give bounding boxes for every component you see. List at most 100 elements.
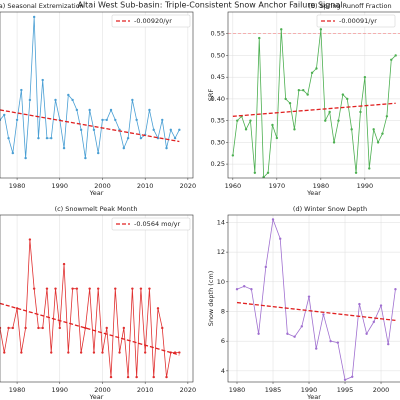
data-point: [122, 326, 126, 330]
x-axis-label: Year: [89, 393, 104, 400]
legend-label: -0.00091/yr: [339, 17, 377, 25]
data-point: [126, 375, 130, 379]
data-point: [372, 320, 376, 324]
data-point: [143, 351, 147, 354]
data-point: [126, 136, 130, 140]
data-point: [365, 332, 368, 335]
data-point: [131, 98, 134, 102]
plot-frame: [227, 214, 400, 383]
data-point: [300, 325, 304, 328]
x-axis-label: Year: [306, 393, 321, 400]
data-point: [169, 128, 172, 132]
figure-title: Altai West Sub-basin: Triple-Consistent …: [77, 1, 342, 10]
data-point: [235, 288, 239, 291]
data-point: [114, 287, 117, 290]
data-point: [79, 128, 83, 132]
trend-line: [236, 301, 396, 322]
data-point: [67, 93, 70, 97]
data-point: [62, 146, 66, 150]
data-point: [250, 288, 253, 291]
data-point: [45, 136, 49, 140]
data-point: [50, 136, 53, 140]
legend-box: [316, 14, 396, 28]
data-point: [20, 351, 23, 354]
legend-box: [111, 14, 191, 28]
data-point: [257, 332, 260, 335]
data-point: [118, 351, 121, 354]
data-point: [45, 287, 49, 290]
y-tick-label: 0.40: [211, 95, 225, 103]
data-point: [131, 287, 134, 290]
data-point: [244, 128, 248, 131]
data-point: [11, 151, 15, 155]
y-axis-label: SRF: [207, 89, 215, 102]
data-point: [54, 98, 57, 102]
data-point: [341, 93, 345, 96]
data-point: [319, 28, 323, 31]
data-point: [329, 339, 332, 343]
data-point: [148, 108, 151, 112]
data-point: [302, 89, 305, 92]
y-tick-label: 0.30: [211, 138, 225, 146]
data-point: [62, 262, 66, 266]
data-point: [15, 118, 19, 122]
data-point: [271, 123, 274, 127]
data-point: [152, 128, 155, 132]
data-point: [50, 351, 53, 354]
data-point: [249, 119, 252, 122]
series-line: [232, 29, 396, 178]
data-point: [97, 151, 100, 155]
x-tick-label: 1980: [9, 182, 26, 190]
data-point: [288, 102, 292, 105]
data-point: [41, 78, 44, 82]
data-point: [293, 335, 296, 338]
data-point: [11, 326, 15, 330]
data-point: [97, 287, 100, 290]
data-point: [385, 115, 389, 118]
data-point: [346, 97, 349, 101]
y-axis-label: Snow depth (cm): [207, 271, 215, 327]
data-point: [350, 128, 353, 131]
data-point: [394, 288, 397, 291]
x-tick-label: 2010: [137, 182, 154, 190]
data-point: [148, 287, 151, 290]
data-point: [84, 156, 87, 160]
data-point: [284, 97, 287, 101]
x-tick-label: 2020: [180, 386, 197, 394]
x-tick-label: 1990: [357, 182, 374, 190]
data-point: [310, 71, 314, 75]
x-tick-label: 1990: [52, 386, 69, 394]
data-point: [75, 287, 79, 290]
data-point: [322, 313, 325, 316]
data-point: [178, 351, 181, 354]
data-point: [351, 375, 354, 379]
data-point: [394, 54, 397, 57]
data-point: [28, 238, 32, 241]
data-point: [324, 119, 327, 122]
data-point: [279, 237, 282, 240]
data-point: [343, 378, 347, 381]
data-point: [114, 118, 117, 122]
data-point: [336, 341, 340, 344]
data-point: [337, 119, 340, 122]
data-point: [231, 154, 235, 157]
x-tick-label: 1960: [225, 182, 242, 190]
data-point: [32, 287, 36, 290]
data-point: [306, 93, 309, 96]
data-point: [105, 118, 108, 122]
data-point: [135, 375, 138, 379]
data-point: [243, 285, 246, 288]
plot-area: [228, 215, 400, 382]
data-point: [165, 146, 168, 150]
panel-title: (a) Seasonal Extremization: [0, 2, 84, 10]
data-point: [88, 287, 91, 290]
plot-area: [0, 12, 189, 178]
x-tick-label: 1995: [337, 386, 354, 394]
data-point: [307, 295, 311, 298]
panel-title: (b) Spring Runoff Fraction: [308, 2, 391, 10]
data-point: [286, 332, 289, 335]
data-point: [109, 108, 113, 112]
data-point: [24, 156, 27, 160]
plot-frame: [227, 11, 400, 179]
